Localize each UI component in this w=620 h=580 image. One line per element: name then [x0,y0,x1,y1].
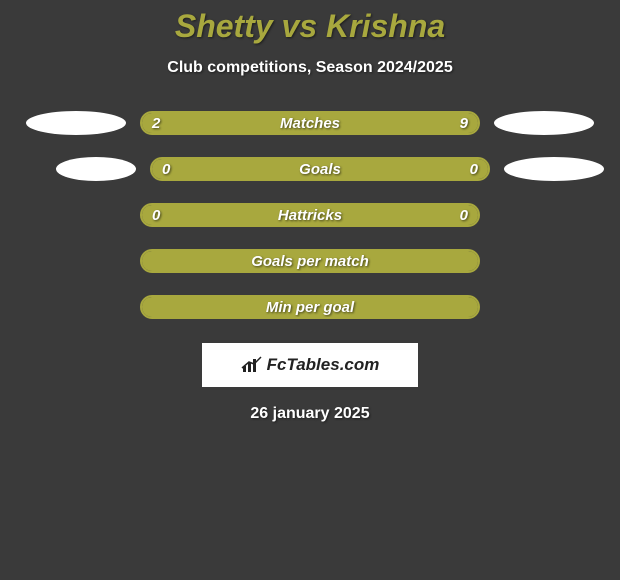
stats-rows: 2 Matches 9 0 Goals 0 0 Hattricks [0,111,620,319]
stat-label: Goals per match [142,253,478,270]
subtitle: Club competitions, Season 2024/2025 [0,59,620,77]
stat-value-right: 0 [470,161,478,178]
spacer [494,249,594,273]
stat-row-matches: 2 Matches 9 [0,111,620,135]
player-right-flag [504,157,604,181]
chart-icon [241,356,263,374]
spacer [26,295,126,319]
player-left-flag [26,111,126,135]
spacer [26,203,126,227]
stat-row-min-per-goal: Min per goal [0,295,620,319]
stat-label: Goals [152,161,488,178]
logo-text: FcTables.com [267,355,380,375]
spacer [26,249,126,273]
stat-row-goals: 0 Goals 0 [0,157,620,181]
stat-bar: Goals per match [140,249,480,273]
spacer [494,295,594,319]
logo-box: FcTables.com [202,343,418,387]
stat-bar: Min per goal [140,295,480,319]
stat-value-right: 0 [460,207,468,224]
spacer [494,203,594,227]
stat-label: Matches [142,115,478,132]
stat-bar: 0 Goals 0 [150,157,490,181]
player-left-flag [56,157,136,181]
stat-value-right: 9 [460,115,468,132]
stat-bar: 0 Hattricks 0 [140,203,480,227]
page-title: Shetty vs Krishna [0,8,620,45]
stat-row-hattricks: 0 Hattricks 0 [0,203,620,227]
stat-label: Hattricks [142,207,478,224]
stat-label: Min per goal [142,299,478,316]
player-right-flag [494,111,594,135]
stat-bar: 2 Matches 9 [140,111,480,135]
date-text: 26 january 2025 [0,405,620,423]
stat-row-goals-per-match: Goals per match [0,249,620,273]
comparison-card: Shetty vs Krishna Club competitions, Sea… [0,0,620,423]
